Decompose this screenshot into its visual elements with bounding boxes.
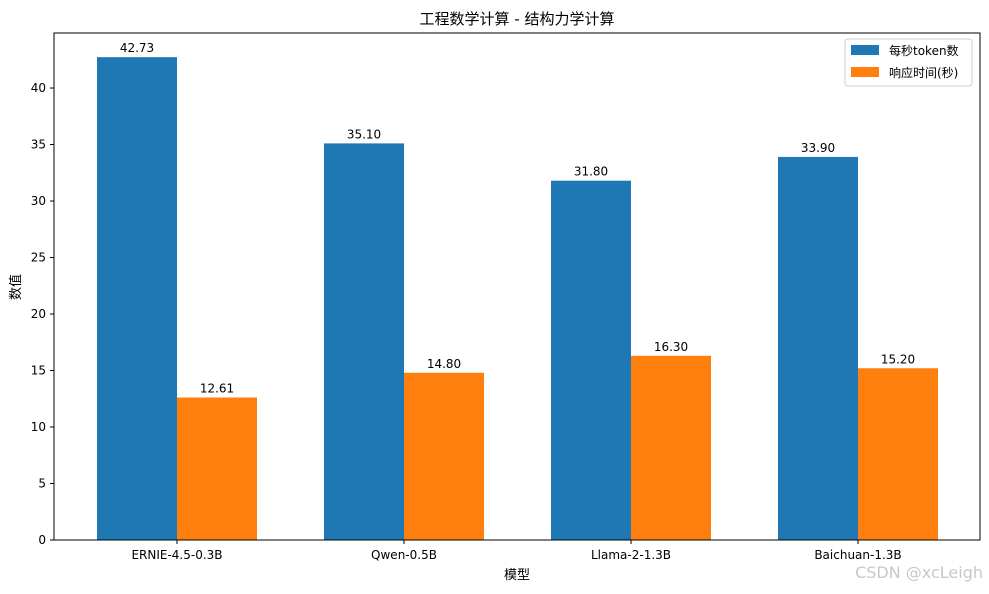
bar-value-label: 35.10 bbox=[347, 127, 381, 141]
y-tick-label: 20 bbox=[31, 307, 46, 321]
bar-response-time bbox=[177, 397, 257, 540]
y-tick-label: 40 bbox=[31, 81, 46, 95]
legend-label-response-time: 响应时间(秒) bbox=[889, 65, 958, 80]
y-tick-label: 15 bbox=[31, 364, 46, 378]
y-tick-label: 10 bbox=[31, 420, 46, 434]
plot-frame bbox=[53, 32, 981, 541]
watermark: CSDN @xcLeigh bbox=[855, 563, 983, 582]
y-axis-label: 数值 bbox=[8, 274, 24, 300]
bar-value-label: 33.90 bbox=[801, 141, 835, 155]
legend: 每秒token数 响应时间(秒) bbox=[844, 38, 973, 87]
y-tick-label: 30 bbox=[31, 194, 46, 208]
bar-tokens-per-second bbox=[97, 57, 177, 541]
bar-value-label: 14.80 bbox=[427, 357, 461, 371]
x-tick-label: ERNIE-4.5-0.3B bbox=[131, 548, 222, 562]
x-tick-label: Baichuan-1.3B bbox=[814, 548, 901, 562]
bar-response-time bbox=[404, 372, 484, 540]
x-axis: ERNIE-4.5-0.3B Qwen-0.5B Llama-2-1.3B Baich… bbox=[131, 540, 902, 562]
bar-value-label: 31.80 bbox=[574, 165, 608, 179]
bar-response-time bbox=[631, 355, 711, 540]
y-tick-label: 5 bbox=[38, 477, 46, 491]
y-axis: 0 5 10 15 20 25 30 35 40 bbox=[31, 81, 54, 547]
bar-value-label: 12.61 bbox=[200, 382, 234, 396]
bar-tokens-per-second bbox=[551, 180, 631, 540]
y-tick-label: 25 bbox=[31, 251, 46, 265]
bar-tokens-per-second bbox=[324, 143, 404, 540]
bar-value-label: 42.73 bbox=[120, 41, 154, 55]
bar-value-label: 16.30 bbox=[654, 340, 688, 354]
x-axis-label: 模型 bbox=[504, 568, 530, 583]
legend-label-tokens: 每秒token数 bbox=[889, 43, 959, 58]
legend-swatch-tokens bbox=[851, 45, 879, 55]
bars bbox=[97, 57, 938, 541]
legend-swatch-response-time bbox=[851, 67, 879, 77]
bar-value-labels: 42.73 12.61 35.10 14.80 31.80 16.30 33.90 15.20 bbox=[120, 41, 915, 395]
bar-tokens-per-second bbox=[778, 156, 858, 540]
y-tick-label: 35 bbox=[31, 138, 46, 152]
bar-response-time bbox=[858, 368, 938, 540]
x-tick-label: Llama-2-1.3B bbox=[591, 548, 671, 562]
bar-value-label: 15.20 bbox=[881, 352, 915, 366]
x-tick-label: Qwen-0.5B bbox=[371, 548, 437, 562]
chart-title: 工程数学计算 - 结构力学计算 bbox=[420, 10, 615, 28]
y-tick-label: 0 bbox=[38, 533, 46, 547]
